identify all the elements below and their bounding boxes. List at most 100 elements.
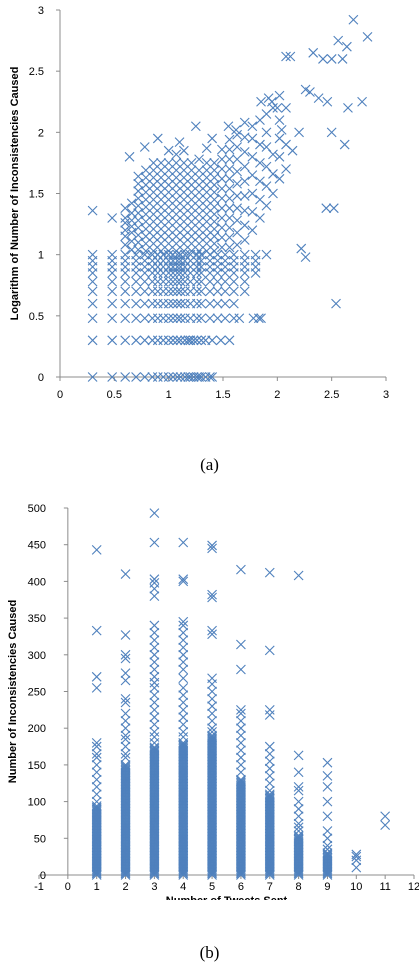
data-point [224, 193, 235, 204]
data-point [322, 833, 333, 844]
data-point [205, 298, 215, 309]
data-point [120, 372, 131, 382]
data-point [261, 249, 272, 260]
data-point [120, 741, 131, 752]
data-point [293, 767, 304, 778]
data-point [152, 133, 163, 144]
data-point [247, 121, 258, 132]
data-point [255, 139, 265, 150]
data-point [196, 286, 207, 297]
chart-a-x-tick-label: 2 [274, 389, 280, 400]
data-point [149, 627, 160, 638]
data-point [209, 158, 220, 168]
data-point [207, 732, 217, 742]
data-point [172, 335, 183, 346]
data-point [339, 139, 350, 150]
data-point [139, 335, 150, 346]
chart-b-x-tick-label: 5 [209, 881, 215, 893]
scatter-chart-a: 0 0.5 1 1.5 2 2.5 3 0 0.5 1 1.5 2 2.5 3 Logarithm of N… [0, 0, 419, 414]
data-point [147, 335, 158, 346]
chart-b-y-tick-label: 300 [28, 650, 46, 662]
data-point [87, 298, 98, 309]
data-point [178, 697, 189, 708]
data-point [223, 121, 234, 132]
chart-b-y-axis-title: Number of Inconsistencies Caused [7, 600, 19, 783]
data-point [300, 252, 311, 263]
chart-b-x-axis-title: Number of Tweets Sent [166, 895, 288, 900]
data-point [178, 740, 189, 751]
chart-b-x-tick-label: 0 [65, 881, 71, 893]
data-point [201, 143, 212, 154]
data-point [180, 313, 190, 324]
data-point [212, 276, 223, 287]
data-point [232, 142, 243, 152]
data-point [322, 844, 333, 855]
data-point [236, 723, 246, 734]
data-point [296, 243, 307, 254]
data-point [322, 757, 333, 768]
data-point [120, 213, 131, 223]
data-point [236, 752, 246, 763]
data-point [239, 220, 250, 231]
data-point [205, 313, 215, 324]
data-point [131, 335, 141, 346]
data-point [168, 298, 178, 309]
data-point [192, 286, 202, 297]
data-point [228, 298, 239, 309]
data-point [178, 620, 189, 631]
data-point [120, 762, 131, 773]
data-point [224, 335, 235, 346]
data-point [120, 239, 131, 250]
data-point [228, 286, 239, 297]
data-point [293, 804, 304, 814]
data-point [322, 796, 333, 807]
data-point [247, 151, 258, 162]
data-point [163, 286, 174, 297]
data-point [274, 115, 285, 125]
data-point [163, 276, 174, 287]
data-point [264, 741, 275, 752]
chart-a-svg: 0 0.5 1 1.5 2 2.5 3 0 0.5 1 1.5 2 2.5 3 Logarithm of N… [9, 5, 389, 414]
data-point [175, 298, 186, 309]
data-point [321, 203, 332, 214]
data-point [247, 225, 258, 236]
data-point [87, 313, 98, 324]
data-point [351, 851, 362, 862]
data-point [293, 785, 304, 796]
data-point [236, 777, 246, 788]
data-point [149, 682, 160, 693]
data-point [236, 760, 246, 770]
data-point [274, 151, 285, 162]
data-point [264, 756, 275, 767]
data-point [147, 286, 158, 297]
data-point [236, 776, 246, 786]
data-point [264, 771, 275, 781]
chart-a-y-tick-label: 3 [38, 5, 44, 17]
data-point [120, 675, 131, 686]
data-point [139, 286, 150, 297]
data-point [91, 671, 102, 682]
data-point [196, 276, 207, 287]
data-point [120, 225, 131, 236]
data-point [236, 737, 246, 748]
data-point [120, 217, 131, 228]
data-point [220, 286, 231, 297]
data-point [192, 313, 202, 324]
data-point [207, 372, 218, 382]
data-point [120, 749, 131, 759]
data-point [239, 276, 250, 287]
data-point [281, 164, 291, 174]
data-point [120, 693, 131, 704]
data-point [178, 682, 189, 693]
data-point [91, 789, 102, 800]
data-point [239, 161, 250, 172]
data-point [163, 249, 174, 260]
chart-b-x-tick-label: 11 [379, 881, 390, 893]
data-point [180, 286, 190, 297]
chart-b-x-tick-label: 8 [296, 881, 302, 893]
data-point [91, 760, 102, 770]
data-point [232, 203, 243, 214]
data-point [120, 723, 131, 734]
data-point [147, 313, 158, 324]
data-point [91, 774, 102, 785]
